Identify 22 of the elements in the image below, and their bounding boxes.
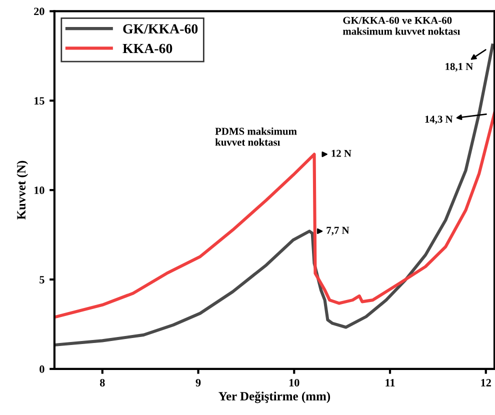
x-tick-label: 12 — [481, 379, 491, 386]
y-tick-label: 0 — [40, 365, 44, 373]
annotation: 14,3 N — [425, 116, 453, 124]
x-tick-label: 10 — [289, 378, 300, 386]
annotation: 18,1 N — [446, 62, 474, 72]
x-tick-label: 8 — [100, 378, 105, 386]
x-tick-label: 11 — [386, 379, 395, 386]
annotation: 12 N — [332, 150, 352, 157]
x-axis-title: Yer Değiştirme (mm) — [218, 392, 330, 404]
y-tick-label: 5 — [40, 276, 44, 284]
annotation: GK/KKA-60 ve KKA-60 maksimum kuvvet noktası — [342, 16, 460, 35]
line-series — [54, 112, 495, 319]
y-axis-title: Kuvvet (N) — [16, 160, 28, 220]
y-tick-label: 15 — [34, 97, 44, 105]
annotation: PDMS maksimum kuvvet noktası — [215, 127, 297, 146]
legend-label: GK/KKA-60 — [123, 24, 198, 34]
legend-label: KKA-60 — [122, 44, 172, 54]
y-tick-label: 20 — [34, 8, 44, 16]
y-tick-label: 10 — [34, 186, 44, 194]
annotation: 7,7 N — [326, 226, 350, 236]
line-series — [54, 44, 494, 346]
x-tick-label: 9 — [196, 379, 201, 386]
